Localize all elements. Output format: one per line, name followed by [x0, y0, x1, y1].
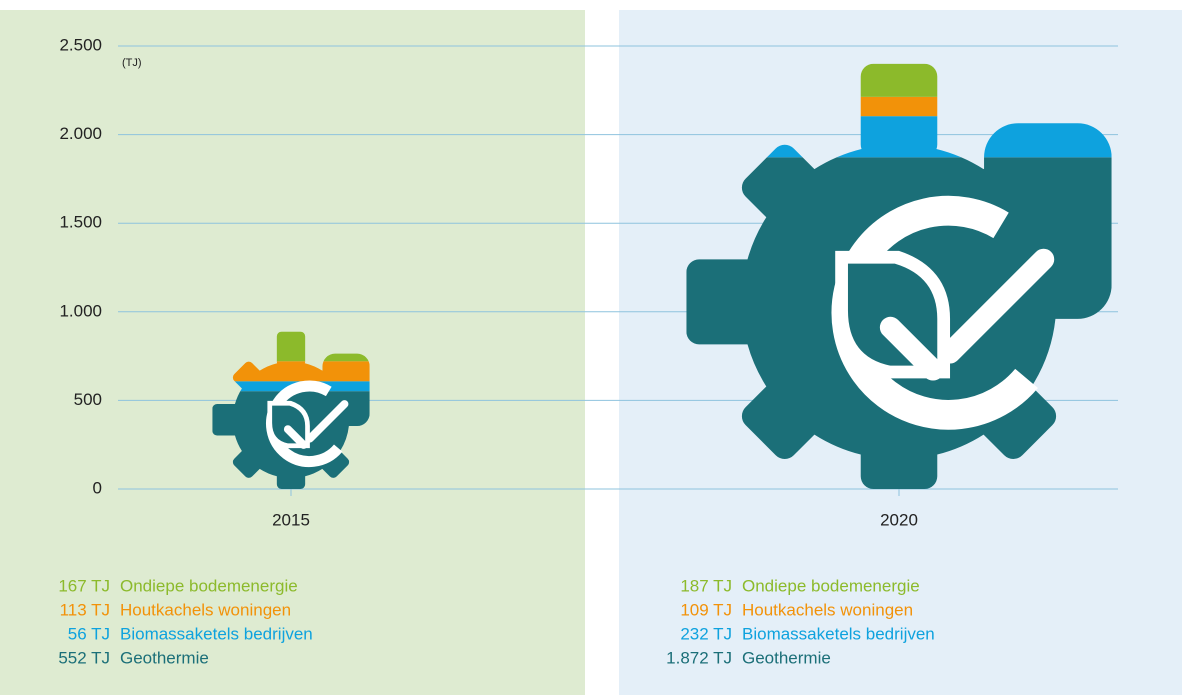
x-tick-label: 2020: [880, 510, 918, 529]
legend-label: Geothermie: [120, 648, 209, 667]
legend-label: Biomassaketels bedrijven: [742, 624, 935, 643]
legend-label: Biomassaketels bedrijven: [120, 624, 313, 643]
y-tick-label: 1.000: [59, 301, 102, 320]
legend-value: 167 TJ: [58, 576, 110, 595]
legend-value: 113 TJ: [60, 600, 110, 619]
emblem-stem: [305, 400, 349, 443]
legend-value: 187 TJ: [680, 576, 732, 595]
y-tick-label: 2.500: [59, 35, 102, 54]
legend-value: 56 TJ: [68, 624, 110, 643]
bar-segment: [212, 361, 370, 382]
legend-value: 232 TJ: [680, 624, 732, 643]
y-tick-label: 2.000: [59, 124, 102, 143]
legend-label: Houtkachels woningen: [742, 600, 913, 619]
legend-label: Ondiepe bodemenergie: [742, 576, 920, 595]
y-tick-label: 1.500: [59, 213, 102, 232]
emblem: [831, 195, 1055, 430]
legend-value: 552 TJ: [58, 648, 110, 667]
emblem-stem: [879, 316, 944, 381]
y-tick-label: 0: [93, 478, 102, 497]
legend-label: Ondiepe bodemenergie: [120, 576, 298, 595]
emblem-stem: [283, 425, 308, 449]
x-tick-label: 2015: [272, 510, 310, 529]
legend-label: Houtkachels woningen: [120, 600, 291, 619]
emblem: [266, 380, 349, 467]
y-axis-label: (TJ): [122, 57, 142, 69]
legend-label: Geothermie: [742, 648, 831, 667]
y-tick-label: 500: [74, 390, 102, 409]
legend-value: 1.872 TJ: [666, 648, 732, 667]
legend-value: 109 TJ: [680, 600, 732, 619]
emblem-stem: [939, 248, 1055, 364]
